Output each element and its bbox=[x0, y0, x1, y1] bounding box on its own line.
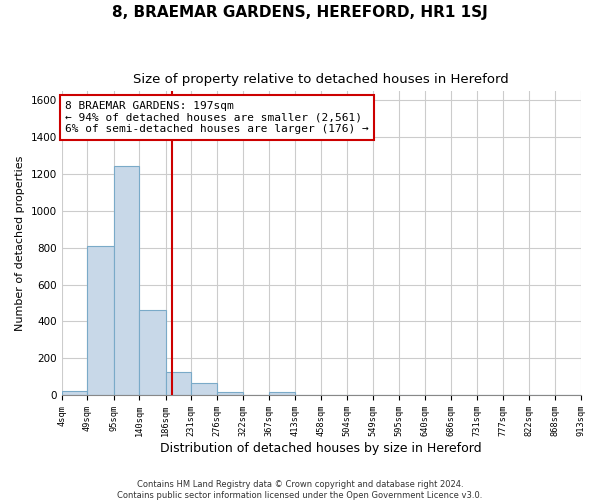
Bar bbox=[88, 246, 113, 395]
Text: 8 BRAEMAR GARDENS: 197sqm
← 94% of detached houses are smaller (2,561)
6% of sem: 8 BRAEMAR GARDENS: 197sqm ← 94% of detac… bbox=[65, 101, 369, 134]
Bar bbox=[166, 372, 191, 395]
Bar bbox=[62, 390, 88, 395]
X-axis label: Distribution of detached houses by size in Hereford: Distribution of detached houses by size … bbox=[160, 442, 482, 455]
Title: Size of property relative to detached houses in Hereford: Size of property relative to detached ho… bbox=[133, 72, 509, 86]
Text: 8, BRAEMAR GARDENS, HEREFORD, HR1 1SJ: 8, BRAEMAR GARDENS, HEREFORD, HR1 1SJ bbox=[112, 5, 488, 20]
Y-axis label: Number of detached properties: Number of detached properties bbox=[15, 156, 25, 330]
Bar bbox=[269, 392, 295, 395]
Text: Contains HM Land Registry data © Crown copyright and database right 2024.
Contai: Contains HM Land Registry data © Crown c… bbox=[118, 480, 482, 500]
Bar bbox=[191, 383, 217, 395]
Bar bbox=[139, 310, 166, 395]
Bar bbox=[217, 392, 243, 395]
Bar bbox=[113, 166, 139, 395]
